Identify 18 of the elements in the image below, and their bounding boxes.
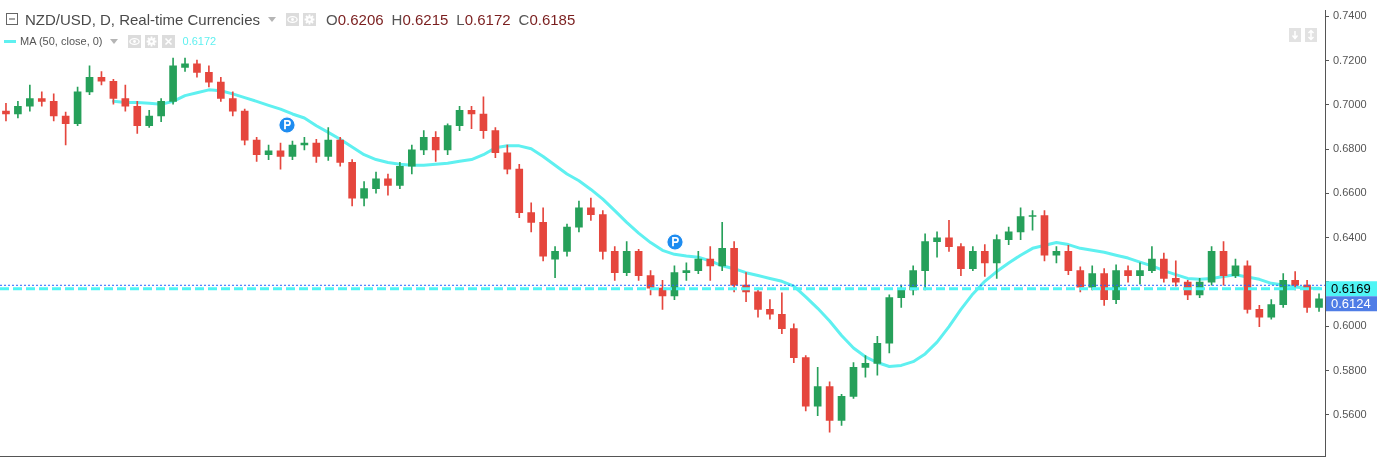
candlestick bbox=[933, 231, 941, 258]
y-tick-label: 0.7400 bbox=[1333, 9, 1367, 22]
y-tick-label: 0.5800 bbox=[1333, 363, 1367, 376]
y-tick-label: 0.6800 bbox=[1333, 142, 1367, 155]
text: 0.6124 bbox=[1331, 295, 1371, 311]
y-tick-label: 0.5600 bbox=[1333, 407, 1367, 420]
ref-line-label: 0.6169 bbox=[1331, 280, 1371, 296]
y-tick-label: 0.6000 bbox=[1333, 319, 1367, 332]
y-tick-label: 0.7000 bbox=[1333, 97, 1367, 110]
legend-label: MA (50, close, 0) bbox=[20, 35, 103, 47]
chart-subtitle: O0.6206 H0.6215 L0.6172 C0.6185 bbox=[326, 10, 576, 28]
y-tick-label: 0.6400 bbox=[1333, 230, 1367, 243]
chart-title: NZD/USD, D, Real-time Currencies bbox=[25, 10, 261, 28]
y-tick-label: 0.7200 bbox=[1333, 53, 1367, 66]
y-tick-label: 0.6600 bbox=[1333, 186, 1367, 199]
candlestick bbox=[706, 246, 715, 281]
annotation: 0.6172 bbox=[182, 35, 217, 47]
candlestick bbox=[1171, 260, 1180, 287]
